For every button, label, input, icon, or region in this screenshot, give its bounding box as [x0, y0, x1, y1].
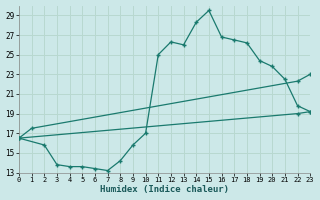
X-axis label: Humidex (Indice chaleur): Humidex (Indice chaleur): [100, 185, 229, 194]
